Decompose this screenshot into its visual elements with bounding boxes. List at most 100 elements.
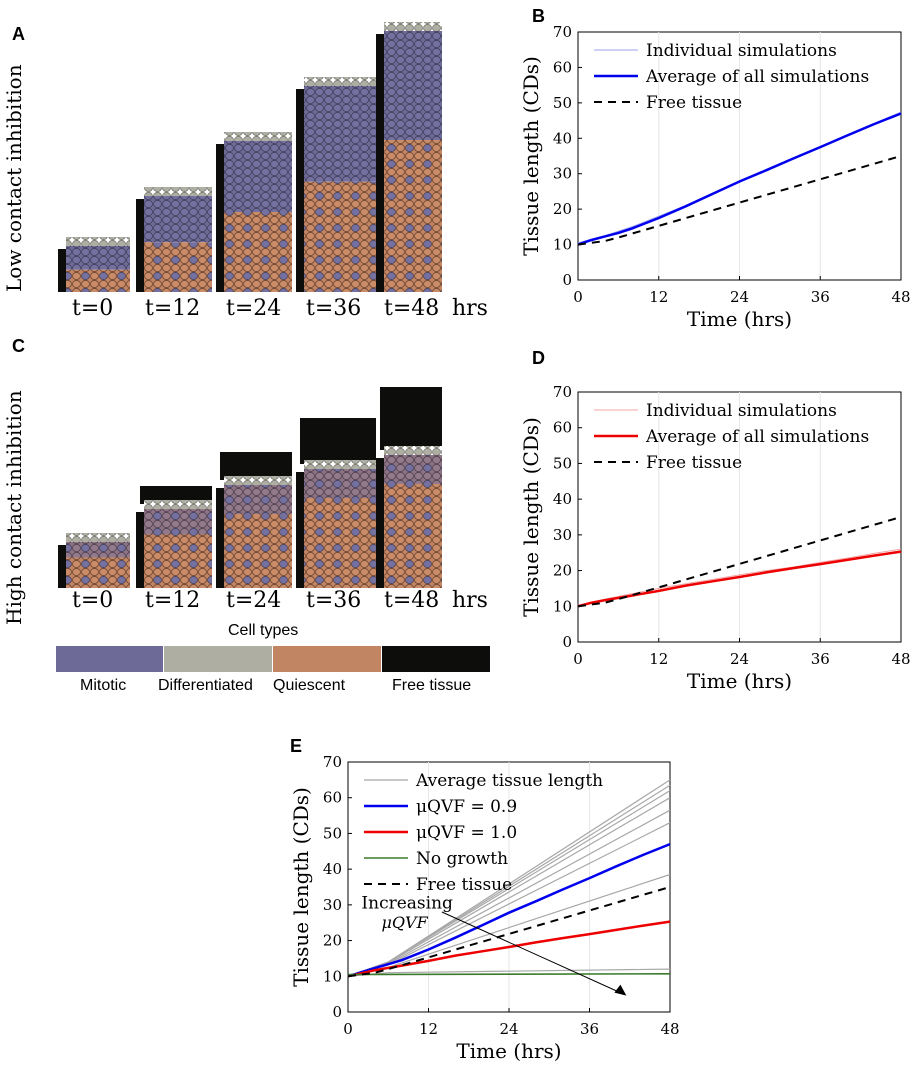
legend-swatch-mitotic	[56, 646, 163, 672]
annotation-arrow	[441, 911, 620, 993]
legend-label-differentiated: Differentiated	[158, 677, 253, 694]
x-tick-label: 0	[343, 1020, 353, 1038]
y-tick-label: 50	[553, 454, 572, 472]
tissue-stack-high-t48	[376, 387, 442, 588]
legend-label: Free tissue	[646, 93, 742, 113]
x-tick-label: 0	[573, 650, 583, 668]
series-line	[347, 842, 671, 978]
tissue-wall	[136, 199, 144, 292]
x-tick-label: 36	[580, 1020, 599, 1038]
time-label-a-0: t=0	[72, 296, 114, 321]
y-axis-label: Tissue length (CDs)	[519, 56, 543, 256]
free-tissue-block	[140, 486, 212, 504]
y-tick-label: 30	[323, 896, 342, 914]
x-tick-label: 12	[419, 1020, 438, 1038]
tissue-stack-low-t48	[376, 22, 442, 292]
legend-swatch-free-tissue	[382, 646, 490, 672]
tissue-stack-low-t0	[58, 237, 130, 292]
time-label-a-12: t=12	[145, 296, 201, 321]
chart-b: 0 12 24 36 48 0 10 20 30 40 50 60 70 Time (hrs) Tissue…	[519, 23, 911, 331]
x-axis-label: Time (hrs)	[687, 307, 792, 331]
legend-label: Free tissue	[416, 875, 512, 895]
y-tick-label: 40	[323, 860, 342, 878]
panel-label-e: E	[290, 736, 303, 756]
quiescent-region	[384, 140, 442, 292]
x-tick-label: 24	[499, 1020, 518, 1038]
panel-label-c: C	[12, 336, 25, 356]
y-tick-label: 10	[553, 236, 572, 254]
series-line	[577, 112, 902, 246]
y-tick-label: 0	[562, 271, 572, 289]
y-axis-label: Tissue length (CDs)	[289, 787, 313, 987]
x-axis-label: Time (hrs)	[687, 669, 792, 693]
legend-label: Free tissue	[646, 453, 742, 473]
quiescent-region	[144, 242, 212, 292]
x-tick-label: 48	[891, 650, 910, 668]
differentiated-row	[144, 187, 212, 196]
time-label-a-36: t=36	[306, 296, 362, 321]
legend-label-free-tissue: Free tissue	[392, 677, 472, 694]
quiescent-region	[66, 269, 130, 292]
tissue-stack-high-t12	[136, 486, 212, 588]
mitotic-region	[66, 245, 130, 270]
differentiated-row	[144, 500, 212, 509]
mitotic-region	[304, 468, 376, 498]
y-tick-label: 60	[553, 419, 572, 437]
tissue-stack-high-t36	[296, 418, 376, 588]
differentiated-row	[384, 446, 442, 455]
legend-label: Individual simulations	[646, 41, 837, 61]
free-tissue-block	[380, 387, 442, 450]
time-unit-c: hrs	[452, 588, 488, 613]
y-tick-label: 70	[553, 383, 572, 401]
series-line	[577, 550, 902, 608]
time-label-c-12: t=12	[145, 588, 201, 613]
y-tick-label: 60	[323, 789, 342, 807]
time-label-c-0: t=0	[72, 588, 114, 613]
tissue-wall	[216, 144, 224, 292]
quiescent-region	[304, 181, 376, 292]
y-tick-label: 50	[553, 94, 572, 112]
time-label-c-24: t=24	[226, 588, 282, 613]
mitotic-region	[144, 508, 212, 535]
y-tick-label: 20	[553, 562, 572, 580]
mitotic-region	[304, 85, 376, 182]
panel-label-b: B	[532, 6, 545, 26]
tissue-wall	[296, 89, 304, 292]
panel-label-d: D	[532, 348, 545, 368]
differentiated-row	[66, 533, 130, 542]
panel-label-a: A	[12, 24, 25, 44]
annotation-arrowhead	[614, 984, 627, 996]
free-tissue-block	[220, 452, 292, 480]
legend-label: μQVF = 1.0	[416, 823, 517, 843]
differentiated-row	[304, 77, 376, 86]
differentiated-row	[384, 22, 442, 31]
mitotic-region	[224, 484, 292, 514]
tissue-stacks	[58, 22, 442, 588]
y-tick-label: 10	[323, 967, 342, 985]
tissue-wall	[376, 34, 384, 292]
y-tick-label: 0	[332, 1003, 342, 1021]
x-tick-label: 36	[811, 288, 830, 306]
legend-label: Average of all simulations	[645, 427, 869, 447]
time-label-a-48: t=48	[384, 296, 440, 321]
annotation-label: Increasing	[361, 893, 453, 913]
y-tick-label: 50	[323, 824, 342, 842]
legend-label: Average tissue length	[415, 771, 603, 791]
series-line	[347, 886, 671, 978]
tissue-stack-high-t24	[216, 452, 292, 588]
tissue-wall	[58, 545, 66, 588]
y-tick-label: 60	[553, 58, 572, 76]
cell-types-title: Cell types	[228, 622, 299, 639]
x-tick-label: 36	[811, 650, 830, 668]
legend-label: Average of all simulations	[645, 67, 869, 87]
series-line	[577, 516, 902, 608]
x-axis-label: Time (hrs)	[456, 1039, 561, 1063]
mitotic-region	[66, 541, 130, 558]
series-line	[577, 548, 902, 606]
time-label-a-24: t=24	[226, 296, 282, 321]
tissue-wall	[216, 488, 224, 588]
y-axis-label: Tissue length (CDs)	[519, 417, 543, 617]
y-tick-label: 20	[553, 200, 572, 218]
legend-swatch-quiescent	[273, 646, 381, 672]
